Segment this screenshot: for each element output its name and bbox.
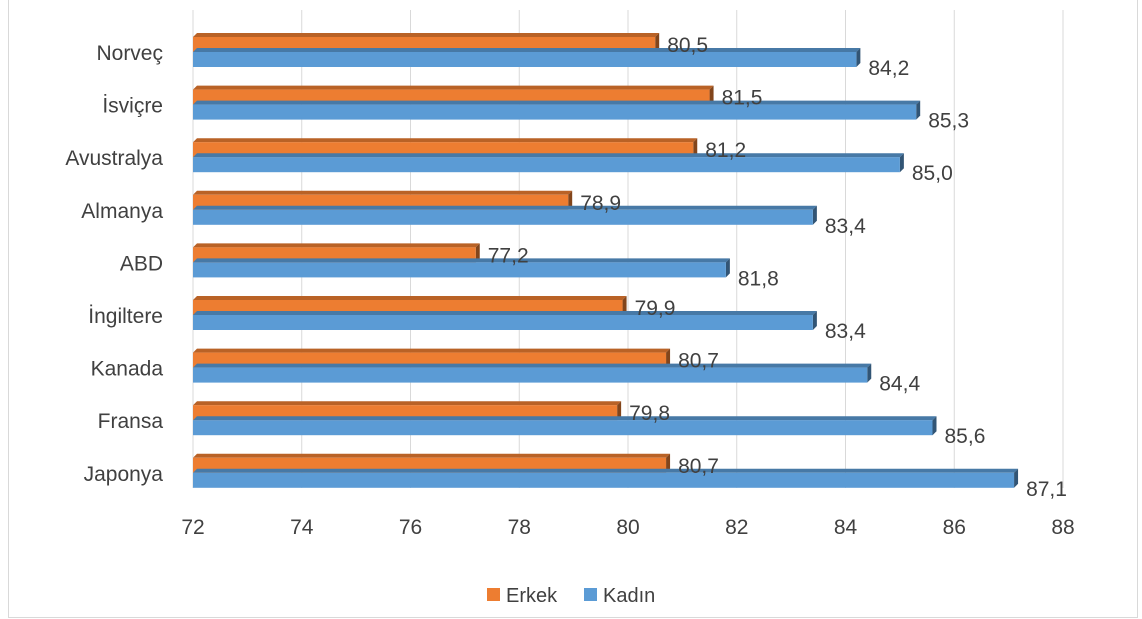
category-label-ingiltere: İngiltere [88, 305, 163, 328]
data-label-kadin-abd: 81,8 [738, 267, 779, 290]
legend-label-kadin: Kadın [603, 585, 655, 607]
data-label-kadin-almanya: 83,4 [825, 215, 866, 238]
category-label-abd: ABD [120, 252, 163, 275]
data-label-kadin-avustralya: 85,0 [912, 162, 953, 185]
legend-swatch-kadin [584, 588, 597, 601]
data-label-erkek-abd: 77,2 [488, 244, 529, 267]
legend-swatch-erkek [487, 588, 500, 601]
bars [193, 33, 1019, 488]
category-label-avustralya: Avustralya [65, 147, 163, 170]
data-label-erkek-fransa: 79,8 [629, 402, 670, 425]
legend-label-erkek: Erkek [506, 585, 558, 607]
data-label-erkek-norvec: 80,5 [667, 34, 708, 57]
data-label-kadin-norvec: 84,2 [868, 57, 909, 80]
category-label-almanya: Almanya [81, 200, 163, 223]
legend: Erkek Kadın [487, 585, 655, 607]
data-labels: 80,5 84,2 81,5 85,3 81,2 85,0 78,9 83,4 77,2 81,8… [488, 34, 1067, 501]
data-label-kadin-kanada: 84,4 [879, 373, 920, 396]
category-labels: Norveç İsviçre Avustralya Almanya ABD İngilte… [65, 42, 163, 486]
bar-kadin-norvec [193, 48, 861, 67]
category-label-fransa: Fransa [98, 410, 164, 433]
data-label-erkek-almanya: 78,9 [580, 192, 621, 215]
data-label-erkek-ingiltere: 79,9 [635, 297, 676, 320]
x-tick-label: 80 [616, 516, 639, 539]
x-tick-label: 84 [834, 516, 858, 539]
chart-frame [8, 0, 1138, 618]
bar-kadin-ingiltere [193, 311, 817, 330]
bar-kadin-almanya [193, 205, 817, 225]
category-label-japonya: Japonya [84, 463, 164, 486]
bar-kadin-avustralya [193, 153, 904, 173]
category-label-kanada: Kanada [91, 358, 164, 381]
bar-kadin-abd [193, 258, 730, 278]
data-label-erkek-isvicre: 81,5 [722, 87, 763, 110]
x-tick-label: 74 [290, 516, 314, 539]
data-label-kadin-japonya: 87,1 [1026, 478, 1067, 501]
x-tick-label: 86 [943, 516, 966, 539]
bar-kadin-kanada [193, 363, 872, 383]
data-label-erkek-japonya: 80,7 [678, 455, 719, 478]
data-label-kadin-isvicre: 85,3 [928, 110, 969, 133]
data-label-erkek-kanada: 80,7 [678, 350, 719, 373]
x-tick-label: 72 [181, 516, 204, 539]
data-label-erkek-avustralya: 81,2 [705, 139, 746, 162]
category-label-isvicre: İsviçre [102, 95, 163, 118]
data-label-kadin-ingiltere: 83,4 [825, 320, 866, 343]
bar-kadin-japonya [193, 468, 1019, 488]
x-tick-label: 88 [1051, 516, 1074, 539]
category-label-norvec: Norveç [96, 42, 163, 65]
x-tick-label: 78 [508, 516, 531, 539]
x-tick-label: 76 [399, 516, 422, 539]
x-tick-label: 82 [725, 516, 748, 539]
bar-kadin-isvicre [193, 100, 921, 120]
data-label-kadin-fransa: 85,6 [945, 425, 986, 448]
bar-kadin-fransa [193, 416, 937, 436]
x-tick-labels: 72 74 76 78 80 82 84 86 88 [181, 516, 1074, 539]
